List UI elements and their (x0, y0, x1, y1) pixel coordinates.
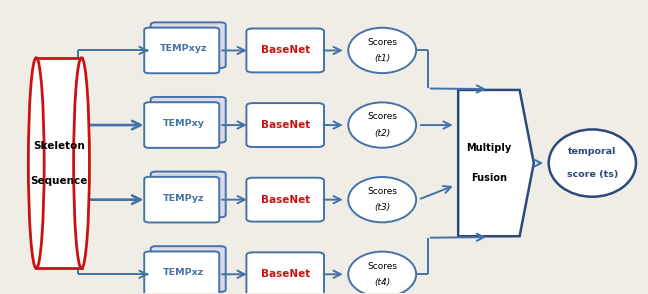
Ellipse shape (348, 102, 416, 148)
FancyBboxPatch shape (246, 252, 324, 294)
FancyBboxPatch shape (145, 177, 219, 223)
Text: BaseNet: BaseNet (260, 120, 310, 130)
Text: Multiply: Multiply (467, 143, 511, 153)
Ellipse shape (549, 129, 636, 197)
FancyBboxPatch shape (151, 172, 226, 217)
Ellipse shape (29, 58, 44, 268)
Polygon shape (458, 90, 534, 236)
Text: Scores: Scores (367, 38, 397, 47)
Ellipse shape (348, 28, 416, 73)
Text: TEMPxy: TEMPxy (163, 119, 205, 128)
Text: (t2): (t2) (374, 129, 390, 138)
FancyBboxPatch shape (246, 29, 324, 72)
Text: score (ts): score (ts) (566, 170, 618, 179)
Text: BaseNet: BaseNet (260, 269, 310, 279)
FancyBboxPatch shape (145, 102, 219, 148)
Text: (t4): (t4) (374, 278, 390, 287)
FancyBboxPatch shape (145, 28, 219, 73)
Text: Scores: Scores (367, 262, 397, 270)
Text: temporal: temporal (568, 147, 616, 156)
Text: TEMPxyz: TEMPxyz (160, 44, 207, 54)
Text: BaseNet: BaseNet (260, 46, 310, 56)
FancyBboxPatch shape (151, 22, 226, 68)
FancyBboxPatch shape (246, 103, 324, 147)
Text: TEMPxz: TEMPxz (163, 268, 204, 277)
Text: Sequence: Sequence (30, 176, 87, 186)
Ellipse shape (348, 177, 416, 222)
FancyBboxPatch shape (151, 246, 226, 292)
Text: (t3): (t3) (374, 203, 390, 212)
Text: Fusion: Fusion (471, 173, 507, 183)
Text: TEMPyz: TEMPyz (163, 194, 204, 203)
Ellipse shape (348, 252, 416, 294)
FancyBboxPatch shape (36, 58, 82, 268)
FancyBboxPatch shape (145, 251, 219, 294)
Text: Scores: Scores (367, 112, 397, 121)
Text: Skeleton: Skeleton (33, 141, 85, 151)
Text: Scores: Scores (367, 187, 397, 196)
FancyBboxPatch shape (151, 97, 226, 143)
Text: BaseNet: BaseNet (260, 195, 310, 205)
Ellipse shape (74, 58, 89, 268)
FancyBboxPatch shape (246, 178, 324, 222)
Text: (t1): (t1) (374, 54, 390, 63)
